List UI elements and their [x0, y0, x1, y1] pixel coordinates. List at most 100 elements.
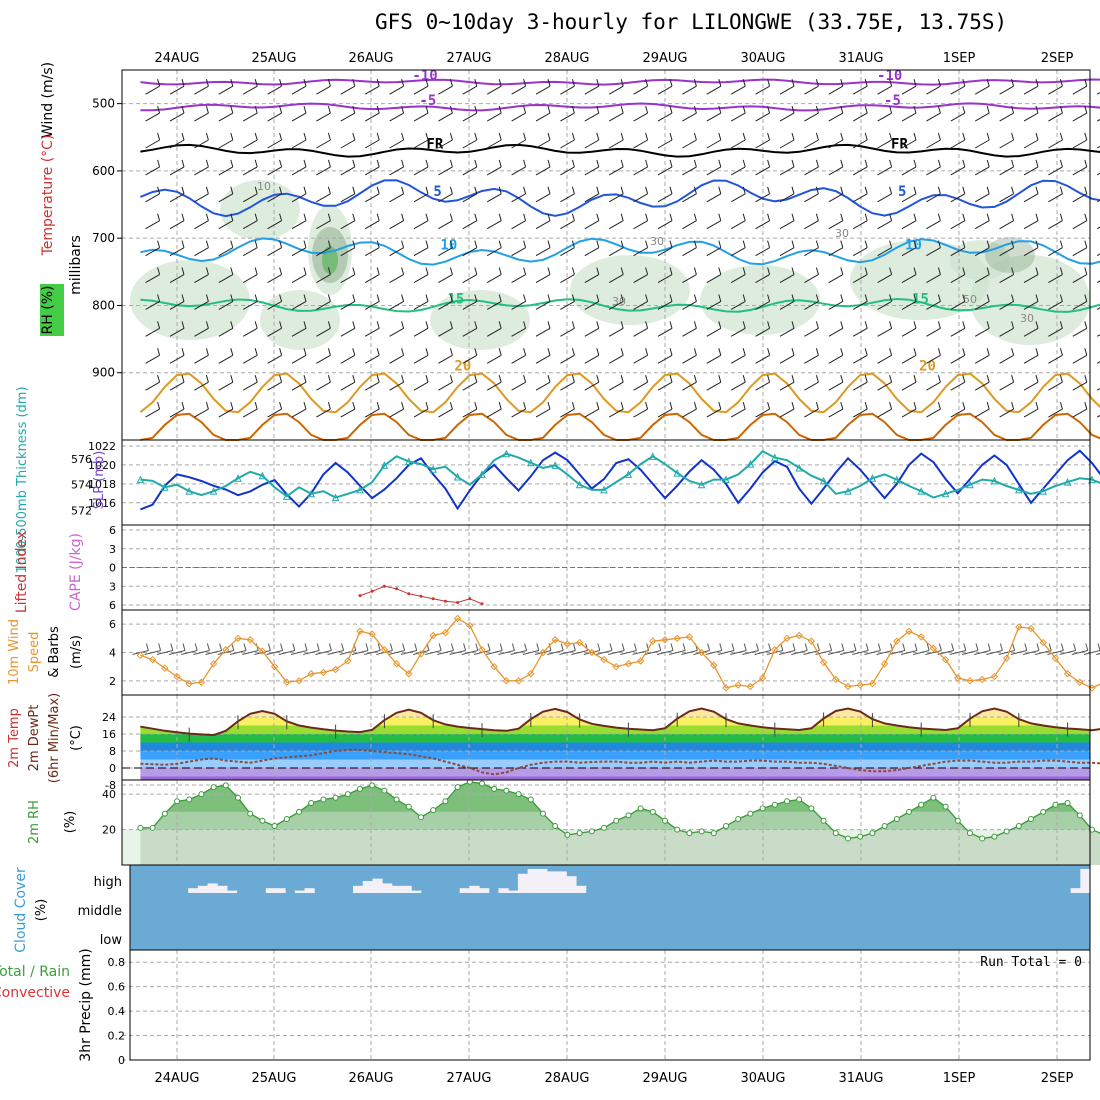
wind-speed-point — [929, 644, 938, 652]
wind-barb — [877, 247, 892, 257]
wind-barb-flag — [767, 159, 771, 168]
wind-barb — [901, 247, 917, 257]
surface-barb-flag — [182, 643, 186, 651]
wind-barb — [730, 166, 746, 176]
wind-barb-flag — [986, 213, 990, 221]
pressure-tick-label: 800 — [92, 298, 115, 312]
wind-barb — [950, 408, 966, 418]
wind-barb — [413, 354, 429, 364]
wind-barb — [682, 381, 697, 391]
wind-barb — [657, 274, 673, 283]
wind-barb-flag — [1084, 132, 1088, 141]
wind-speed-point — [734, 681, 742, 689]
wind-barb — [535, 274, 551, 283]
wind-barb — [608, 274, 624, 283]
rh-point — [259, 817, 266, 824]
wind-speed-point — [661, 636, 669, 644]
rh-point — [1015, 823, 1022, 830]
surface-barb-flag — [524, 643, 528, 651]
wind-barb-flag — [230, 267, 234, 275]
wind-barb-flag — [742, 240, 746, 248]
wind-barb-flag — [889, 240, 893, 248]
rh-point — [881, 823, 888, 830]
wind-barb-flag — [254, 79, 258, 87]
surface-barb — [839, 650, 857, 655]
wind-barb-flag — [205, 159, 209, 168]
wind-barb-flag — [767, 348, 771, 356]
wind-barb-flag — [425, 267, 429, 275]
wind-barb-flag — [547, 105, 551, 114]
wind-barb-flag — [523, 294, 527, 302]
isotherm-line — [140, 297, 1100, 313]
wind-barb-flag — [693, 186, 697, 194]
wind-barb — [608, 193, 624, 203]
wind-barb — [828, 85, 844, 95]
wind-barb-flag — [864, 213, 868, 221]
surface-barb-flag — [341, 643, 345, 651]
wind-barb — [560, 85, 575, 95]
rh-point — [967, 830, 973, 837]
wind-barb — [828, 247, 844, 257]
pressure-axis-label: millibars — [68, 235, 84, 295]
thickness-marker — [648, 452, 657, 460]
wind-barb — [755, 166, 770, 176]
wind-barb — [364, 301, 380, 310]
wind-barb — [486, 112, 502, 122]
wind-barb-flag — [596, 348, 600, 356]
wind-barb-flag — [181, 159, 185, 168]
temp-axis-label-3: (6hr Min/Max) — [47, 693, 62, 783]
wind-barb-flag — [791, 79, 795, 87]
wind-speed-point — [283, 678, 291, 686]
rh-legend-swatch — [40, 284, 64, 336]
wind-barb — [926, 354, 941, 364]
wind-barb — [1023, 139, 1039, 149]
surface-barb-flag — [499, 643, 503, 651]
surface-barb-flag — [1048, 643, 1052, 651]
thickness-marker — [1063, 478, 1072, 486]
wind-barb-flag — [327, 159, 331, 168]
wind-barb-flag — [157, 213, 161, 221]
wind-barb — [364, 354, 380, 364]
wind-barb-flag — [742, 79, 746, 87]
rh-point — [723, 823, 729, 830]
surface-barb-flag — [206, 643, 210, 651]
date-label-top: 30AUG — [740, 51, 785, 66]
wind-barb-flag — [547, 213, 551, 221]
wind-barb-flag — [913, 348, 917, 356]
wind-barb-flag — [498, 213, 502, 221]
wind-barb-flag — [840, 267, 844, 275]
rh-point — [710, 830, 717, 837]
wind-barb-flag — [327, 132, 331, 141]
wind-barb-flag — [498, 294, 502, 302]
wind-barb — [779, 193, 795, 203]
wind-barb-flag — [230, 321, 234, 329]
temp-band — [140, 759, 1090, 768]
surface-barb — [1022, 650, 1040, 655]
wind-barb-flag — [669, 213, 673, 221]
rh-point — [210, 784, 217, 791]
date-label-bottom: 29AUG — [642, 1071, 687, 1086]
wind-barb-flag — [864, 159, 868, 168]
wind-barb — [828, 327, 844, 337]
wind-barb — [242, 327, 258, 337]
wind-barb — [560, 193, 575, 203]
rh-axis-label: RH (%) — [40, 286, 56, 335]
wind-barb — [1048, 139, 1063, 149]
wind-barb-flag — [840, 213, 844, 221]
thickness-marker — [868, 474, 877, 482]
wind-barb — [267, 274, 282, 283]
run-total-label: Run Total = 0 — [980, 955, 1082, 970]
wind-barb-flag — [645, 375, 649, 383]
stability-tick-label: 0 — [109, 562, 116, 575]
wind-barb — [389, 327, 404, 337]
wind-barb-flag — [157, 267, 161, 275]
date-label-bottom: 28AUG — [544, 1071, 589, 1086]
wind-barb-flag — [523, 132, 527, 141]
slp-tick-label: 1020 — [88, 459, 116, 472]
surface-barb-flag — [475, 643, 479, 651]
surface-barb — [144, 650, 161, 655]
wind-barb — [511, 166, 526, 176]
wind-barb — [999, 139, 1014, 149]
wind-barb-flag — [645, 294, 649, 302]
wind-barb — [1072, 354, 1088, 364]
